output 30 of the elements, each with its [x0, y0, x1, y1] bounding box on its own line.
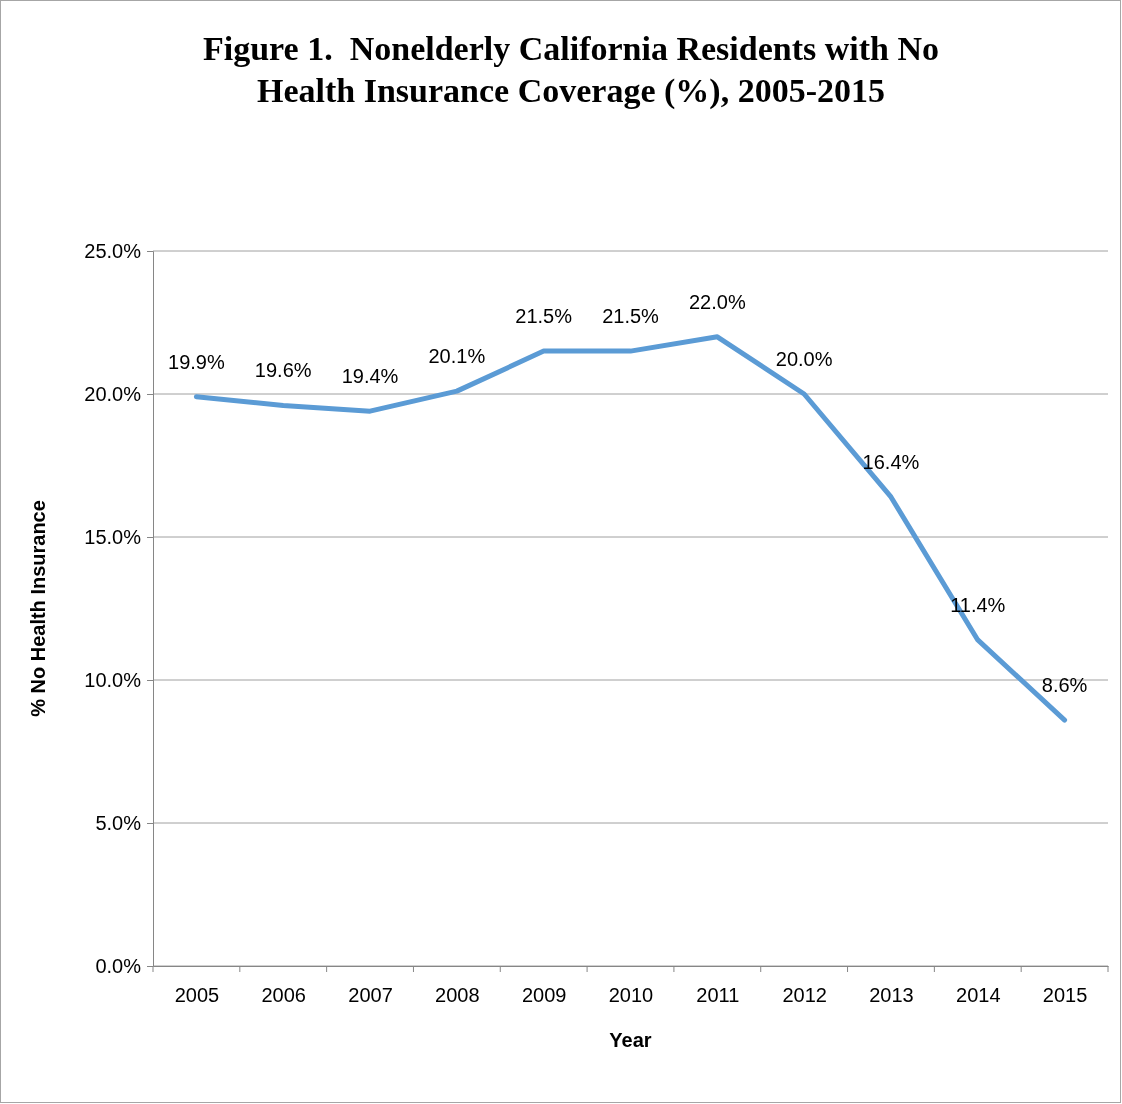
x-tick-label: 2010	[608, 984, 654, 1007]
y-tick-label: 0.0%	[95, 954, 142, 977]
x-tick-label: 2012	[782, 984, 827, 1007]
y-axis-title: % No Health Insurance	[27, 500, 49, 717]
x-tick-label: 2005	[174, 984, 220, 1007]
x-tick-label: 2007	[348, 984, 393, 1007]
x-axis-title: Year	[609, 1029, 652, 1051]
data-label: 22.0%	[688, 290, 746, 313]
x-tick-label: 2011	[696, 984, 740, 1007]
y-tick-label: 20.0%	[84, 382, 142, 405]
y-tick-label: 10.0%	[84, 668, 142, 691]
data-label: 20.1%	[428, 345, 486, 368]
data-label: 21.5%	[515, 305, 573, 328]
x-tick-label: 2008	[435, 984, 480, 1007]
data-label: 8.6%	[1041, 674, 1088, 697]
x-tick-label: 2013	[869, 984, 914, 1007]
y-tick-label: 5.0%	[95, 811, 142, 834]
x-tick-label: 2015	[1042, 984, 1088, 1007]
x-tick-label: 2006	[261, 984, 306, 1007]
data-label: 19.9%	[168, 350, 225, 373]
data-label: 20.0%	[775, 348, 833, 370]
data-label: 19.4%	[341, 365, 399, 388]
y-tick-label: 15.0%	[84, 525, 142, 548]
x-tick-label: 2014	[956, 984, 1001, 1007]
x-tick-label: 2009	[521, 984, 567, 1007]
data-label: 19.6%	[254, 359, 312, 382]
chart-title: Figure 1. Nonelderly California Residents with No Health Insurance Coverage (%), 2005-2015	[202, 30, 940, 110]
y-tick-label: 25.0%	[84, 239, 142, 262]
data-label: 21.5%	[602, 305, 660, 328]
data-label: 16.4%	[862, 450, 920, 473]
